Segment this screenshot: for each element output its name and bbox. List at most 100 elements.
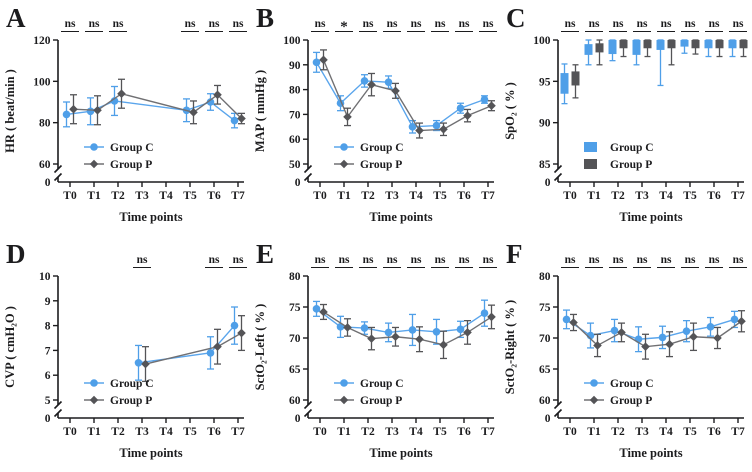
data-point-circle: [562, 315, 571, 324]
box: [728, 40, 737, 49]
box: [739, 40, 748, 49]
sig-label: ns: [411, 18, 422, 30]
data-point-circle: [230, 116, 239, 125]
sig-label: ns: [315, 254, 326, 266]
data-point-diamond: [487, 101, 496, 111]
y-tick-label: 100: [533, 35, 551, 47]
y-tick-label: 80: [289, 271, 301, 283]
data-point-circle: [206, 98, 215, 106]
panel-label: A: [6, 3, 26, 33]
data-point-diamond: [213, 342, 222, 351]
sig-label: ns: [233, 254, 244, 266]
y-origin-label: 0: [545, 413, 551, 425]
x-tick-label: T4: [659, 426, 673, 438]
data-point-circle: [408, 326, 417, 334]
data-point-circle: [384, 78, 393, 86]
x-tick-label: T1: [87, 426, 101, 438]
y-origin-label: 0: [545, 177, 551, 189]
legend-marker-circle: [90, 379, 98, 387]
x-tick-label: T0: [63, 190, 77, 202]
x-tick-label: T2: [111, 426, 125, 438]
axis-break-mark: [553, 400, 563, 410]
panel-f: F SctO₂-Right ( % ) 60 65 70 75 80 0 T0 T1 T2 T3 T4 T…: [500, 236, 752, 472]
y-tick-label: 90: [289, 60, 301, 72]
legend: Group C Group P: [584, 142, 654, 171]
y-origin-label: 0: [45, 413, 51, 425]
y-tick-label: 75: [289, 302, 301, 314]
series-group-c: [62, 85, 239, 129]
sig-label: ns: [565, 18, 576, 30]
y-tick-label: 85: [539, 159, 551, 171]
data-point-diamond: [713, 333, 722, 343]
data-point-circle: [384, 328, 393, 337]
box: [667, 40, 676, 49]
significance-row: ns ns ns: [133, 254, 247, 269]
panel-a: A HR ( beat/min ) 60 80 100 120 0 T0 T1 T2 T3 T4 T5 T…: [0, 0, 250, 236]
sig-label: ns: [339, 254, 350, 266]
panel-d-chart: D CVP ( cmH₂O ) 5 6 7 8 9 10 0 T0 T1 T2 T3 T4 T5 T6 T7 Ti…: [3, 239, 247, 460]
legend-label: Group P: [110, 395, 152, 407]
box: [643, 40, 652, 49]
legend-marker-diamond: [339, 395, 349, 405]
axis-break-mark: [303, 164, 313, 174]
panel-b: B MAP ( mmHg ) 50 60 70 80 90 100 0 T0 T1 T2 T3 T4 T5 T…: [250, 0, 500, 236]
legend-marker-circle: [340, 379, 348, 387]
x-tick-label: T0: [313, 190, 327, 202]
y-axis: [53, 39, 63, 182]
x-axis-label: Time points: [369, 446, 432, 460]
y-tick-label: 90: [539, 118, 551, 130]
sig-label: ns: [459, 254, 470, 266]
sig-label: ns: [637, 18, 648, 30]
x-tick-label: T4: [159, 190, 173, 202]
panel-label: C: [506, 3, 526, 33]
x-tick-label: T4: [159, 426, 173, 438]
sig-label: ns: [435, 18, 446, 30]
legend-label: Group P: [110, 159, 152, 171]
data-point-circle: [86, 107, 95, 116]
sig-label: ns: [613, 18, 624, 30]
sig-label: ns: [613, 254, 624, 266]
y-axis-label: SctO₂-Right ( % ): [503, 300, 517, 394]
panel-label: B: [256, 3, 274, 33]
data-point-circle: [206, 349, 215, 357]
y-tick-label: 80: [539, 271, 551, 283]
legend-label: Group P: [360, 395, 402, 407]
axis-break-mark: [53, 400, 63, 410]
legend-label: Group C: [610, 378, 654, 390]
axis-break-mark: [53, 172, 63, 182]
sig-label: ns: [387, 254, 398, 266]
x-axis-label: Time points: [619, 210, 682, 224]
data-point-circle: [456, 104, 465, 112]
x-tick-label: T5: [433, 190, 447, 202]
y-origin-label: 0: [45, 177, 51, 189]
data-point-circle: [360, 77, 369, 85]
x-tick-label: T0: [313, 426, 327, 438]
box: [619, 40, 628, 49]
box: [584, 44, 593, 55]
x-tick-label: T7: [731, 190, 745, 202]
box: [571, 71, 580, 86]
legend-marker-diamond: [339, 159, 349, 169]
sig-label: ns: [185, 18, 196, 30]
sig-label: ns: [589, 254, 600, 266]
x-tick-label: T3: [635, 190, 649, 202]
axis-break-mark: [303, 172, 313, 182]
series-group-c: [560, 39, 737, 105]
x-tick-label: T6: [707, 426, 721, 438]
y-tick-label: 7: [45, 345, 51, 357]
panel-e: E SctO₂-Left ( % ) 60 65 70 75 80 0 T0 T1 T2 T3 T4 T5…: [250, 236, 500, 472]
legend-swatch: [584, 142, 597, 152]
sig-label: ns: [315, 18, 326, 30]
sig-label: ns: [661, 18, 672, 30]
legend-marker-diamond: [89, 159, 99, 169]
data-point-circle: [432, 328, 441, 336]
x-tick-label: T1: [587, 426, 601, 438]
sig-label: ns: [709, 254, 720, 266]
x-tick-label: T4: [659, 190, 673, 202]
data-point-diamond: [689, 332, 698, 342]
sig-label: ns: [233, 18, 244, 30]
data-point-diamond: [415, 126, 424, 135]
y-axis-label: SctO₂-Left ( % ): [253, 304, 267, 391]
box: [704, 40, 713, 49]
y-tick-label: 50: [289, 159, 301, 171]
